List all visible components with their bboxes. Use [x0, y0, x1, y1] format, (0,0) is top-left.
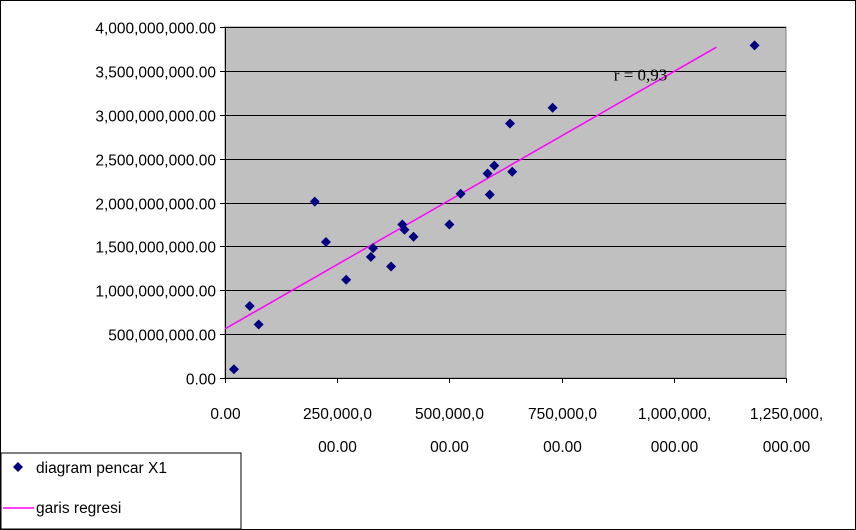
x-tick-label: 00.00 [430, 439, 469, 456]
scatter-point [309, 196, 320, 207]
x-tick-label: 000.00 [763, 439, 811, 456]
scatter-point [484, 189, 495, 200]
x-tick-label: 00.00 [318, 439, 357, 456]
scatter-point [341, 274, 352, 285]
y-tick-labels: 0.00 500,000,000.00 1,000,000,000.00 1,500,… [95, 21, 216, 389]
scatter-point [408, 231, 419, 242]
regression-line [224, 46, 717, 330]
legend-box [0, 452, 242, 530]
scatter-point [253, 319, 264, 330]
x-tick-label: 0.00 [210, 406, 241, 423]
y-tick-label: 2,000,000,000.00 [95, 197, 216, 214]
regression-line-segment [224, 46, 717, 330]
x-tick-label: 000.00 [651, 439, 699, 456]
correlation-annotation: r = 0,93 [614, 65, 668, 84]
scatter-point [399, 224, 410, 235]
plot-area [224, 26, 787, 379]
y-tick-label: 2,500,000,000.00 [95, 153, 216, 170]
scatter-point [455, 188, 466, 199]
scatter-point [507, 166, 518, 177]
y-tick-label: 3,000,000,000.00 [95, 109, 216, 126]
legend-label-scatter: diagram pencar X1 [36, 460, 167, 477]
scatter-point [228, 364, 239, 375]
y-tick-label: 1,000,000,000.00 [95, 284, 216, 301]
x-tick-label: 00.00 [543, 439, 582, 456]
axes [220, 27, 787, 383]
x-tick-label: 750,000,0 [528, 406, 597, 423]
scatter-point [482, 168, 493, 179]
scatter-point [547, 102, 558, 113]
scatter-point [368, 243, 379, 254]
grid-lines [225, 27, 786, 335]
x-tick-label: 500,000,0 [415, 406, 484, 423]
scatter-point [444, 219, 455, 230]
y-tick-label: 4,000,000,000.00 [95, 21, 216, 38]
y-tick-label: 0.00 [186, 372, 217, 389]
y-tick-label: 500,000,000.00 [108, 328, 216, 345]
scatter-point [365, 251, 376, 262]
scatter-point [244, 301, 255, 312]
scatter-points [228, 40, 760, 375]
x-tick-label: 1,250,000, [750, 406, 823, 423]
scatter-point [320, 236, 331, 247]
legend-label-regression: garis regresi [36, 500, 121, 517]
legend: diagram pencar X1 garis regresi [0, 452, 242, 530]
scatter-point [386, 261, 397, 272]
scatter-point [489, 160, 500, 171]
scatter-point [504, 118, 515, 129]
y-tick-label: 3,500,000,000.00 [95, 65, 216, 82]
scatter-point [749, 40, 760, 51]
x-tick-labels: 0.00 250,000,0 00.00 500,000,0 00.00 750,000,… [210, 406, 823, 456]
x-tick-label: 250,000,0 [303, 406, 372, 423]
x-tick-label: 1,000,000, [638, 406, 711, 423]
legend-marker-diamond-icon [13, 462, 23, 472]
y-tick-label: 1,500,000,000.00 [95, 240, 216, 257]
